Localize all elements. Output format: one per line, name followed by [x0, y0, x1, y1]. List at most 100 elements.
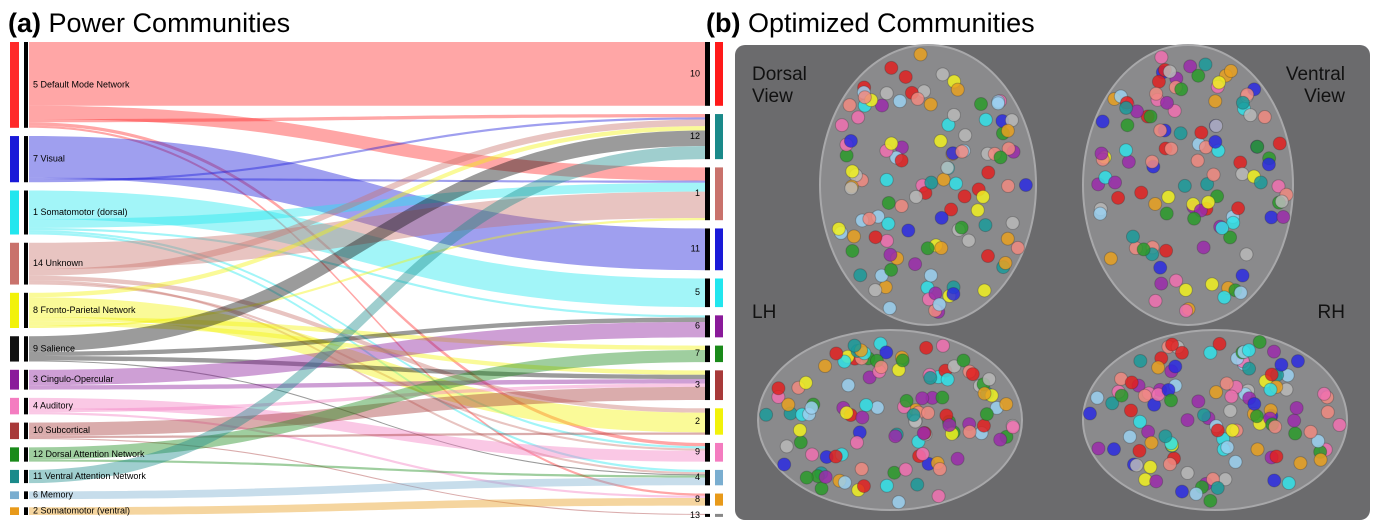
- electrode-sphere: [894, 198, 909, 213]
- electrode-sphere: [954, 144, 969, 159]
- flow: [29, 227, 705, 318]
- electrode-sphere: [1167, 103, 1182, 118]
- view-label: Ventral View: [1286, 64, 1345, 107]
- electrode-sphere: [908, 257, 923, 272]
- flow: [29, 397, 705, 462]
- node-color-bar: [715, 442, 723, 462]
- electrode-sphere: [1164, 141, 1179, 156]
- electrode-sphere: [868, 230, 883, 245]
- node-bar: [24, 136, 28, 183]
- electrode-sphere: [950, 451, 965, 466]
- flow: [29, 297, 705, 433]
- node-bar: [24, 242, 28, 285]
- flow: [29, 432, 705, 438]
- node-bar: [705, 370, 710, 401]
- electrode-sphere: [940, 372, 955, 387]
- electrode-sphere: [965, 367, 980, 382]
- flow: [29, 317, 705, 357]
- electrode-sphere: [920, 241, 935, 256]
- electrode-sphere: [981, 165, 996, 180]
- electrode-sphere: [1132, 443, 1147, 458]
- electrode-sphere: [1136, 242, 1151, 257]
- node-label: 7 Visual: [33, 154, 65, 164]
- electrode-sphere: [970, 203, 985, 218]
- electrode-sphere: [881, 216, 896, 231]
- electrode-sphere: [1143, 460, 1158, 475]
- view-label-line: LH: [752, 302, 776, 323]
- electrode-sphere: [1269, 449, 1284, 464]
- electrode-sphere: [1178, 282, 1193, 297]
- node-bar: [705, 408, 710, 435]
- electrode-sphere: [1233, 285, 1248, 300]
- electrode-sphere: [1125, 229, 1140, 244]
- electrode-sphere: [1290, 354, 1305, 369]
- electrode-sphere: [906, 408, 921, 423]
- electrode-sphere: [948, 176, 963, 191]
- panel-title: Power Communities: [49, 8, 291, 38]
- electrode-sphere: [882, 301, 897, 316]
- electrode-sphere: [923, 370, 938, 385]
- electrode-sphere: [759, 407, 774, 422]
- electrode-sphere: [1123, 403, 1138, 418]
- node-bar: [24, 42, 28, 128]
- node-label: 7: [695, 348, 700, 358]
- electrode-sphere: [892, 94, 907, 109]
- flow: [29, 145, 705, 484]
- electrode-sphere: [891, 495, 906, 510]
- node-color-bar: [10, 42, 19, 128]
- electrode-sphere: [1250, 442, 1265, 457]
- electrode-sphere: [1114, 388, 1129, 403]
- electrode-sphere: [923, 268, 938, 283]
- electrode-sphere: [855, 410, 870, 425]
- electrode-sphere: [946, 107, 961, 122]
- electrode-sphere: [1159, 95, 1174, 110]
- electrode-sphere: [956, 353, 971, 368]
- electrode-sphere: [982, 372, 997, 387]
- view-label: RH: [1318, 302, 1345, 323]
- electrode-sphere: [935, 390, 950, 405]
- flow: [29, 182, 705, 228]
- electrode-sphere: [1122, 429, 1137, 444]
- electrode-sphere: [924, 175, 939, 190]
- electrode-sphere: [1194, 125, 1209, 140]
- flow: [29, 218, 705, 328]
- node-color-bar: [715, 493, 723, 506]
- electrode-sphere: [919, 340, 934, 355]
- electrode-sphere: [935, 338, 950, 353]
- flow: [29, 232, 705, 473]
- node-label: 1 Somatomotor (dorsal): [33, 207, 128, 217]
- electrode-sphere: [958, 128, 973, 143]
- electrode-sphere: [1095, 114, 1110, 129]
- electrode-sphere: [868, 283, 883, 298]
- node-color-bar: [10, 242, 19, 285]
- electrode-sphere: [1154, 276, 1169, 291]
- node-label: 6: [695, 321, 700, 331]
- electrode-sphere: [940, 160, 955, 175]
- flow: [29, 230, 705, 449]
- electrode-sphere: [898, 69, 913, 84]
- node-bar: [705, 42, 710, 106]
- node-label: 11 Ventral Attention Network: [33, 471, 146, 481]
- electrode-sphere: [1165, 337, 1180, 352]
- electrode-sphere: [1212, 336, 1227, 351]
- electrode-sphere: [777, 457, 792, 472]
- electrode-sphere: [771, 381, 786, 396]
- electrode-sphere: [999, 397, 1014, 412]
- electrode-sphere: [1253, 175, 1268, 190]
- electrode-sphere: [1000, 123, 1015, 138]
- electrode-sphere: [1174, 345, 1189, 360]
- node-color-bar: [715, 370, 723, 401]
- electrode-sphere: [1223, 403, 1238, 418]
- electrode-sphere: [798, 375, 813, 390]
- electrode-sphere: [1235, 268, 1250, 283]
- node-bar: [705, 493, 710, 506]
- electrode-sphere: [915, 391, 930, 406]
- nodes: 5 Default Mode Network 7 Visual 1 Somatomo…: [10, 42, 723, 520]
- node-label: 8 Fronto-Parietal Network: [33, 305, 136, 315]
- electrode-sphere: [888, 429, 903, 444]
- electrode-sphere: [1231, 201, 1246, 216]
- electrode-sphere: [899, 393, 914, 408]
- electrode-sphere: [1134, 185, 1149, 200]
- electrode-sphere: [1266, 344, 1281, 359]
- electrode-sphere: [1311, 434, 1326, 449]
